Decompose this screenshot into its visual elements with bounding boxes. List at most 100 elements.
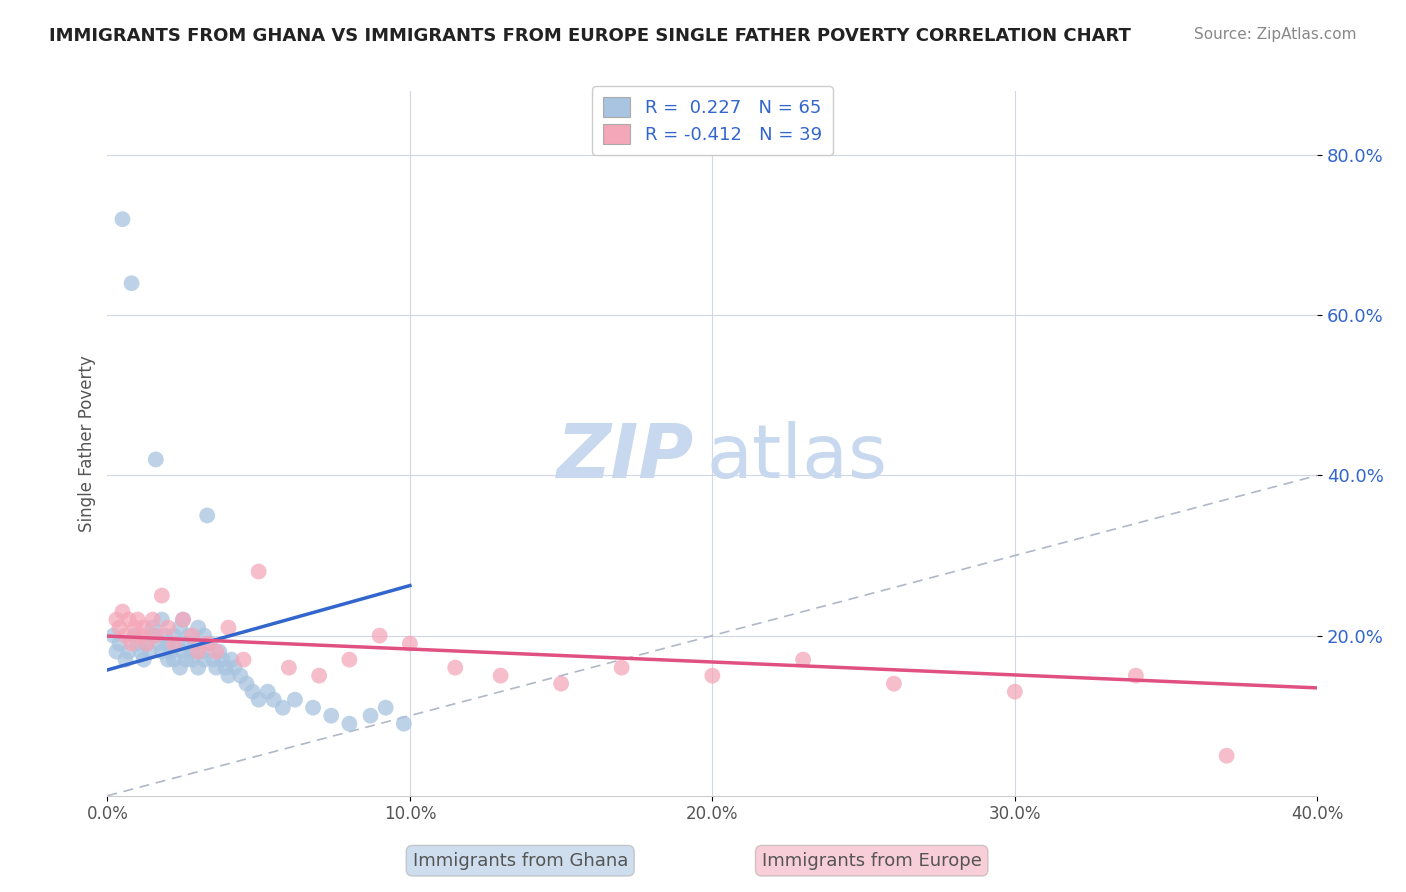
Point bbox=[105, 645, 128, 659]
Point bbox=[187, 660, 209, 674]
Point bbox=[132, 652, 155, 666]
Point bbox=[150, 589, 173, 603]
Point bbox=[202, 652, 225, 666]
Point bbox=[108, 621, 131, 635]
Point bbox=[174, 637, 197, 651]
Point bbox=[145, 629, 167, 643]
Point bbox=[337, 652, 360, 666]
Point bbox=[224, 660, 246, 674]
Point bbox=[142, 621, 165, 635]
Text: atlas: atlas bbox=[706, 421, 887, 494]
Point bbox=[208, 645, 231, 659]
Text: Immigrants from Europe: Immigrants from Europe bbox=[762, 852, 981, 870]
Point bbox=[550, 676, 572, 690]
Point bbox=[156, 652, 179, 666]
Point bbox=[217, 621, 239, 635]
Point bbox=[247, 565, 270, 579]
Point bbox=[145, 452, 167, 467]
Point bbox=[235, 676, 257, 690]
Point bbox=[256, 684, 278, 698]
Text: Immigrants from Ghana: Immigrants from Ghana bbox=[412, 852, 628, 870]
Point bbox=[174, 652, 197, 666]
Point bbox=[277, 660, 299, 674]
Point bbox=[193, 652, 215, 666]
Point bbox=[883, 676, 905, 690]
Point bbox=[163, 652, 186, 666]
Point bbox=[163, 629, 186, 643]
Point bbox=[392, 716, 415, 731]
Point bbox=[205, 645, 228, 659]
Point bbox=[360, 708, 382, 723]
Point bbox=[399, 637, 422, 651]
Point bbox=[177, 629, 200, 643]
Point bbox=[132, 621, 155, 635]
Point bbox=[610, 660, 633, 674]
Point bbox=[160, 645, 183, 659]
Point bbox=[702, 668, 724, 682]
Point bbox=[135, 637, 157, 651]
Point bbox=[247, 692, 270, 706]
Point bbox=[103, 629, 125, 643]
Point bbox=[284, 692, 307, 706]
Text: Source: ZipAtlas.com: Source: ZipAtlas.com bbox=[1194, 27, 1357, 42]
Point bbox=[111, 605, 134, 619]
Point bbox=[217, 668, 239, 682]
Point bbox=[193, 629, 215, 643]
Point bbox=[124, 629, 146, 643]
Point bbox=[142, 613, 165, 627]
Point bbox=[444, 660, 467, 674]
Point bbox=[169, 660, 191, 674]
Point bbox=[1125, 668, 1147, 682]
Point bbox=[117, 645, 139, 659]
Point bbox=[169, 621, 191, 635]
Point bbox=[172, 645, 194, 659]
Point bbox=[187, 621, 209, 635]
Point bbox=[368, 629, 391, 643]
Point bbox=[181, 645, 204, 659]
Point bbox=[121, 637, 143, 651]
Point bbox=[308, 668, 330, 682]
Point bbox=[127, 637, 149, 651]
Point bbox=[214, 660, 236, 674]
Point bbox=[232, 652, 254, 666]
Point bbox=[117, 613, 139, 627]
Point bbox=[124, 621, 146, 635]
Point bbox=[229, 668, 252, 682]
Point bbox=[211, 652, 233, 666]
Point bbox=[187, 645, 209, 659]
Y-axis label: Single Father Poverty: Single Father Poverty bbox=[79, 355, 96, 532]
Point bbox=[172, 613, 194, 627]
Point bbox=[1215, 748, 1237, 763]
Point bbox=[156, 621, 179, 635]
Point bbox=[302, 700, 325, 714]
Point bbox=[195, 637, 218, 651]
Point bbox=[129, 629, 152, 643]
Point bbox=[121, 277, 143, 291]
Legend: R =  0.227   N = 65, R = -0.412   N = 39: R = 0.227 N = 65, R = -0.412 N = 39 bbox=[592, 86, 832, 154]
Point bbox=[105, 613, 128, 627]
Point bbox=[374, 700, 396, 714]
Point bbox=[1004, 684, 1026, 698]
Point bbox=[163, 637, 186, 651]
Point bbox=[321, 708, 343, 723]
Point bbox=[489, 668, 512, 682]
Point bbox=[337, 716, 360, 731]
Point bbox=[221, 652, 243, 666]
Point bbox=[184, 637, 207, 651]
Point bbox=[150, 613, 173, 627]
Point bbox=[135, 637, 157, 651]
Point bbox=[153, 629, 176, 643]
Point bbox=[142, 629, 165, 643]
Point bbox=[172, 613, 194, 627]
Point bbox=[111, 212, 134, 227]
Point bbox=[242, 684, 264, 698]
Point bbox=[127, 613, 149, 627]
Point bbox=[114, 652, 136, 666]
Text: IMMIGRANTS FROM GHANA VS IMMIGRANTS FROM EUROPE SINGLE FATHER POVERTY CORRELATIO: IMMIGRANTS FROM GHANA VS IMMIGRANTS FROM… bbox=[49, 27, 1130, 45]
Point bbox=[181, 652, 204, 666]
Point bbox=[205, 660, 228, 674]
Point bbox=[129, 645, 152, 659]
Text: ZIP: ZIP bbox=[557, 421, 695, 494]
Point bbox=[792, 652, 814, 666]
Point bbox=[138, 645, 160, 659]
